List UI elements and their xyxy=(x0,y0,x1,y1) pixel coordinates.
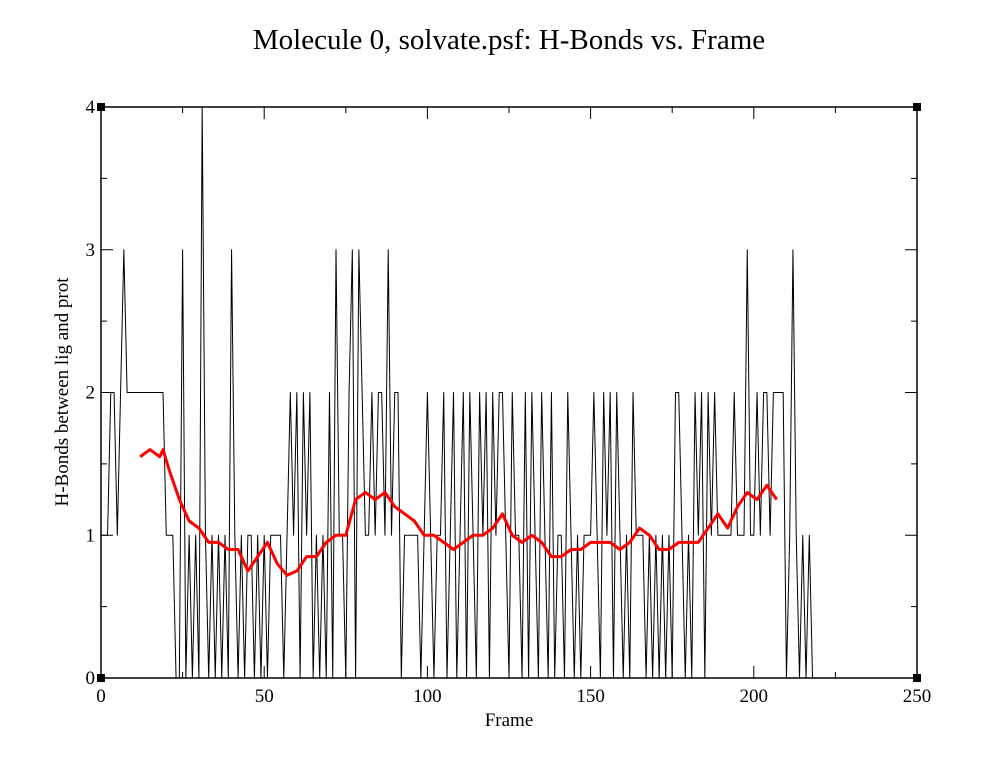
y-tick-label: 2 xyxy=(86,383,96,404)
corner-marker xyxy=(97,103,105,111)
chart-title: Molecule 0, solvate.psf: H-Bonds vs. Fra… xyxy=(253,24,765,56)
x-tick-label: 150 xyxy=(576,686,605,707)
y-tick-label: 1 xyxy=(86,525,96,546)
corner-marker xyxy=(913,103,921,111)
x-tick-label: 250 xyxy=(903,686,932,707)
x-tick-label: 200 xyxy=(740,686,769,707)
corner-marker xyxy=(913,674,921,682)
x-tick-label: 50 xyxy=(255,686,274,707)
corner-marker xyxy=(97,674,105,682)
x-axis-label: Frame xyxy=(485,710,534,731)
y-tick-label: 4 xyxy=(86,97,96,118)
plot-frame xyxy=(100,106,918,679)
x-tick-label: 100 xyxy=(413,686,442,707)
y-axis-label: H-Bonds between lig and prot xyxy=(52,277,73,507)
y-tick-label: 0 xyxy=(86,668,96,689)
series-line xyxy=(139,448,778,577)
y-tick-label: 3 xyxy=(86,240,96,261)
x-tick-label: 0 xyxy=(96,686,106,707)
